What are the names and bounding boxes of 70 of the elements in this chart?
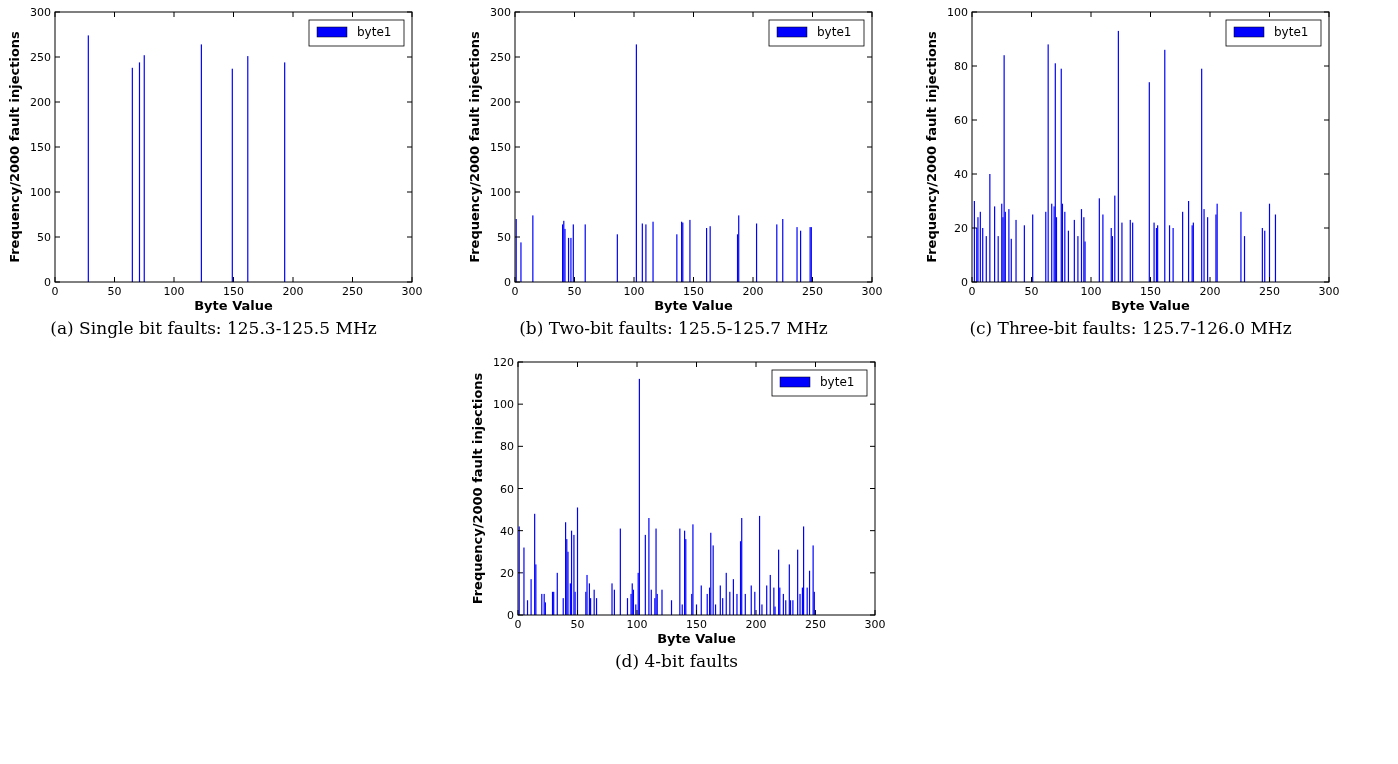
y-tick-label: 60 (500, 482, 514, 496)
y-axis-title: Frequency/2000 fault injections (924, 30, 939, 263)
x-tick-label: 100 (623, 285, 645, 298)
x-tick-label: 300 (401, 285, 423, 298)
y-tick-label: 0 (507, 609, 514, 622)
text: (a) Single bit faults: 125.3-125.5 MHz (50, 318, 377, 338)
x-tick-label: 0 (968, 285, 976, 298)
y-tick-label: 100 (493, 398, 514, 412)
y-tick-label: 0 (44, 276, 51, 289)
y-tick-label: 80 (954, 60, 968, 73)
y-tick-label: 20 (954, 222, 968, 235)
x-tick-label: 200 (1199, 285, 1221, 298)
x-tick-label: 200 (742, 285, 764, 298)
x-tick-label: 150 (223, 285, 244, 298)
y-tick-label: 300 (490, 6, 511, 19)
x-tick-label: 50 (567, 285, 582, 298)
y-tick-label: 0 (504, 276, 511, 289)
y-tick-label: 40 (954, 168, 968, 181)
y-tick-label: 300 (30, 6, 51, 19)
x-axis-title: Byte Value (657, 631, 736, 646)
y-tick-label: 20 (500, 566, 514, 580)
y-tick-label: 200 (30, 96, 51, 109)
x-tick-label: 250 (802, 285, 823, 298)
x-tick-label: 100 (626, 618, 648, 631)
y-tick-label: 100 (30, 186, 51, 199)
x-tick-label: 50 (107, 285, 122, 298)
y-tick-label: 120 (493, 356, 514, 369)
x-tick-label: 150 (683, 285, 704, 298)
y-tick-label: 100 (490, 186, 511, 199)
y-tick-label: 250 (490, 51, 511, 64)
x-tick-label: 50 (1024, 285, 1039, 298)
x-axis-title: Byte Value (654, 298, 733, 313)
x-tick-label: 250 (1259, 285, 1280, 298)
x-tick-label: 250 (342, 285, 363, 298)
x-tick-label: 200 (282, 285, 304, 298)
legend-label: byte1 (1274, 25, 1309, 39)
x-tick-label: 50 (570, 618, 585, 631)
x-tick-label: 200 (745, 618, 767, 631)
x-tick-label: 100 (1080, 285, 1102, 298)
y-tick-label: 0 (961, 276, 968, 289)
legend-label: byte1 (817, 25, 852, 39)
y-axis-title: Frequency/2000 fault injections (467, 30, 482, 263)
text: (b) Two-bit faults: 125.5-125.7 MHz (519, 318, 828, 338)
text: (d) 4-bit faults (614, 651, 739, 671)
x-tick-label: 0 (51, 285, 59, 298)
y-tick-label: 250 (30, 51, 51, 64)
x-tick-label: 300 (1318, 285, 1340, 298)
y-tick-label: 100 (947, 6, 968, 19)
y-tick-label: 80 (500, 440, 514, 454)
x-axis-title: Byte Value (194, 298, 273, 313)
y-tick-label: 50 (497, 231, 511, 244)
y-tick-label: 60 (954, 114, 968, 127)
x-tick-label: 150 (686, 618, 707, 631)
y-axis-title: Frequency/2000 fault injections (470, 372, 485, 605)
x-tick-label: 0 (514, 618, 522, 631)
legend-label: byte1 (357, 25, 392, 39)
text: (c) Three-bit faults: 125.7-126.0 MHz (969, 318, 1292, 338)
x-tick-label: 100 (163, 285, 185, 298)
x-tick-label: 300 (864, 618, 886, 631)
y-tick-label: 200 (490, 96, 511, 109)
y-tick-label: 150 (490, 141, 511, 154)
x-tick-label: 250 (805, 618, 826, 631)
x-axis-title: Byte Value (1111, 298, 1190, 313)
y-axis-title: Frequency/2000 fault injections (7, 30, 22, 263)
x-tick-label: 150 (1140, 285, 1161, 298)
y-tick-label: 40 (500, 524, 514, 538)
y-tick-label: 50 (37, 231, 51, 244)
x-tick-label: 300 (861, 285, 883, 298)
y-tick-label: 150 (30, 141, 51, 154)
legend-label: byte1 (820, 375, 855, 389)
